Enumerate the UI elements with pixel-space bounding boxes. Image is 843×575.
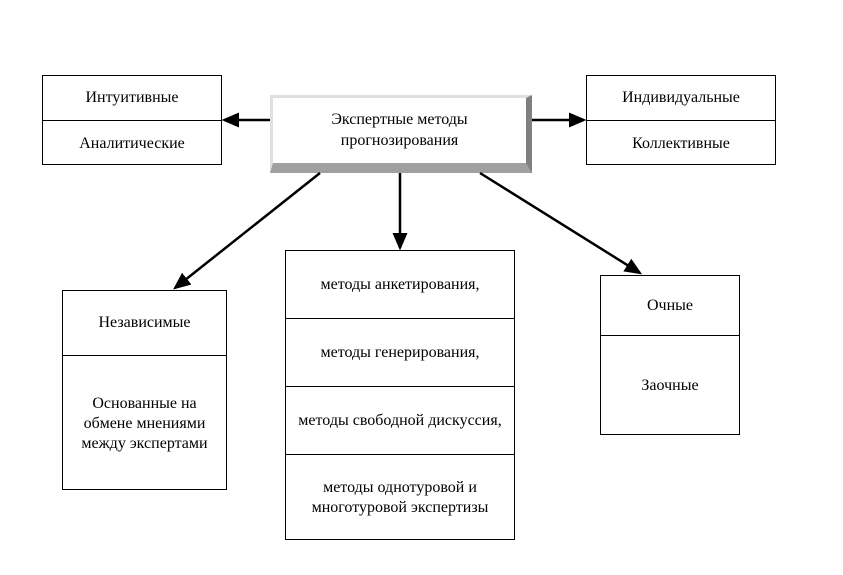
top-right-cell-1: Коллективные bbox=[587, 121, 775, 166]
bottom-center-cell-1: методы генерирования, bbox=[286, 319, 514, 387]
bottom-left-cell-0: Независимые bbox=[63, 291, 226, 356]
center-node-label: Экспертные методы прогнозирования bbox=[283, 110, 516, 152]
bottom-left-box: Независимые Основанные на обмене мнениям… bbox=[62, 290, 227, 490]
bottom-center-cell-0: методы анкетирования, bbox=[286, 251, 514, 319]
top-left-cell-1: Аналитические bbox=[43, 121, 221, 166]
bottom-right-cell-1: Заочные bbox=[601, 336, 739, 436]
top-left-box: Интуитивные Аналитические bbox=[42, 75, 222, 165]
top-right-box: Индивидуальные Коллективные bbox=[586, 75, 776, 165]
top-left-cell-0: Интуитивные bbox=[43, 76, 221, 121]
bottom-right-box: Очные Заочные bbox=[600, 275, 740, 435]
center-node: Экспертные методы прогнозирования bbox=[270, 95, 532, 173]
top-right-cell-0: Индивидуальные bbox=[587, 76, 775, 121]
bottom-left-cell-1: Основанные на обмене мнениями между эксп… bbox=[63, 356, 226, 491]
bottom-right-cell-0: Очные bbox=[601, 276, 739, 336]
bottom-center-box: методы анкетирования, методы генерирован… bbox=[285, 250, 515, 540]
bottom-center-cell-3: методы однотуровой и многотуровой экспер… bbox=[286, 455, 514, 541]
bottom-center-cell-2: методы свободной дискуссия, bbox=[286, 387, 514, 455]
